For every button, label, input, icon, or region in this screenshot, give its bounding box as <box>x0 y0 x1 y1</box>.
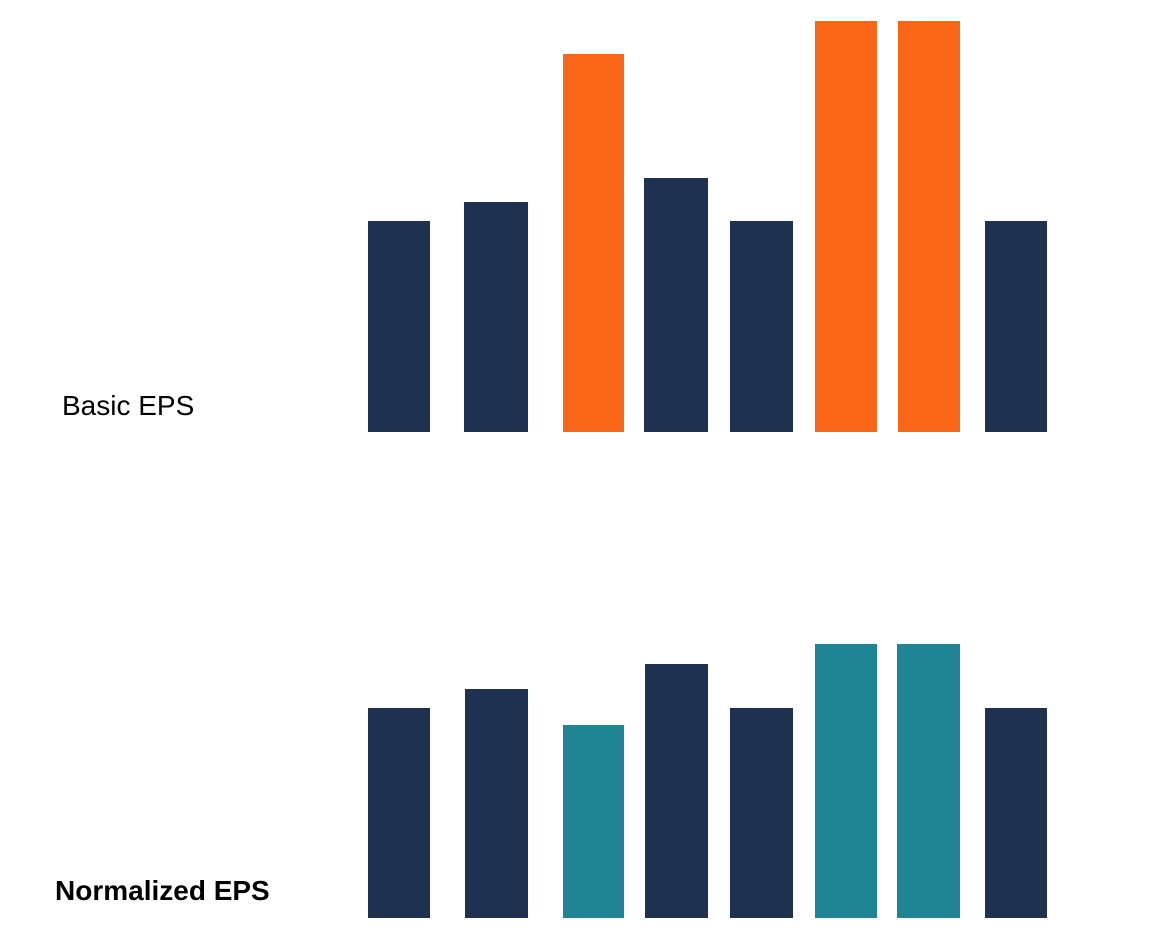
bar-normalized-eps-2 <box>465 689 528 918</box>
bar-basic-eps-2 <box>464 202 528 432</box>
bar-normalized-eps-4 <box>645 664 708 918</box>
bar-normalized-eps-3 <box>563 725 624 918</box>
normalized-eps-label: Normalized EPS <box>55 875 270 906</box>
bar-basic-eps-8 <box>985 221 1047 432</box>
bar-normalized-eps-1 <box>368 708 430 918</box>
bar-normalized-eps-6 <box>815 644 877 918</box>
bar-basic-eps-7 <box>898 21 960 432</box>
bar-normalized-eps-5 <box>730 708 793 918</box>
bar-normalized-eps-8 <box>985 708 1047 918</box>
bar-basic-eps-6 <box>815 21 877 432</box>
bar-basic-eps-5 <box>730 221 793 432</box>
bar-basic-eps-3 <box>563 54 624 432</box>
bar-basic-eps-1 <box>368 221 430 432</box>
basic-eps-label: Basic EPS <box>62 390 195 421</box>
bar-normalized-eps-7 <box>897 644 960 918</box>
bar-basic-eps-4 <box>644 178 708 432</box>
